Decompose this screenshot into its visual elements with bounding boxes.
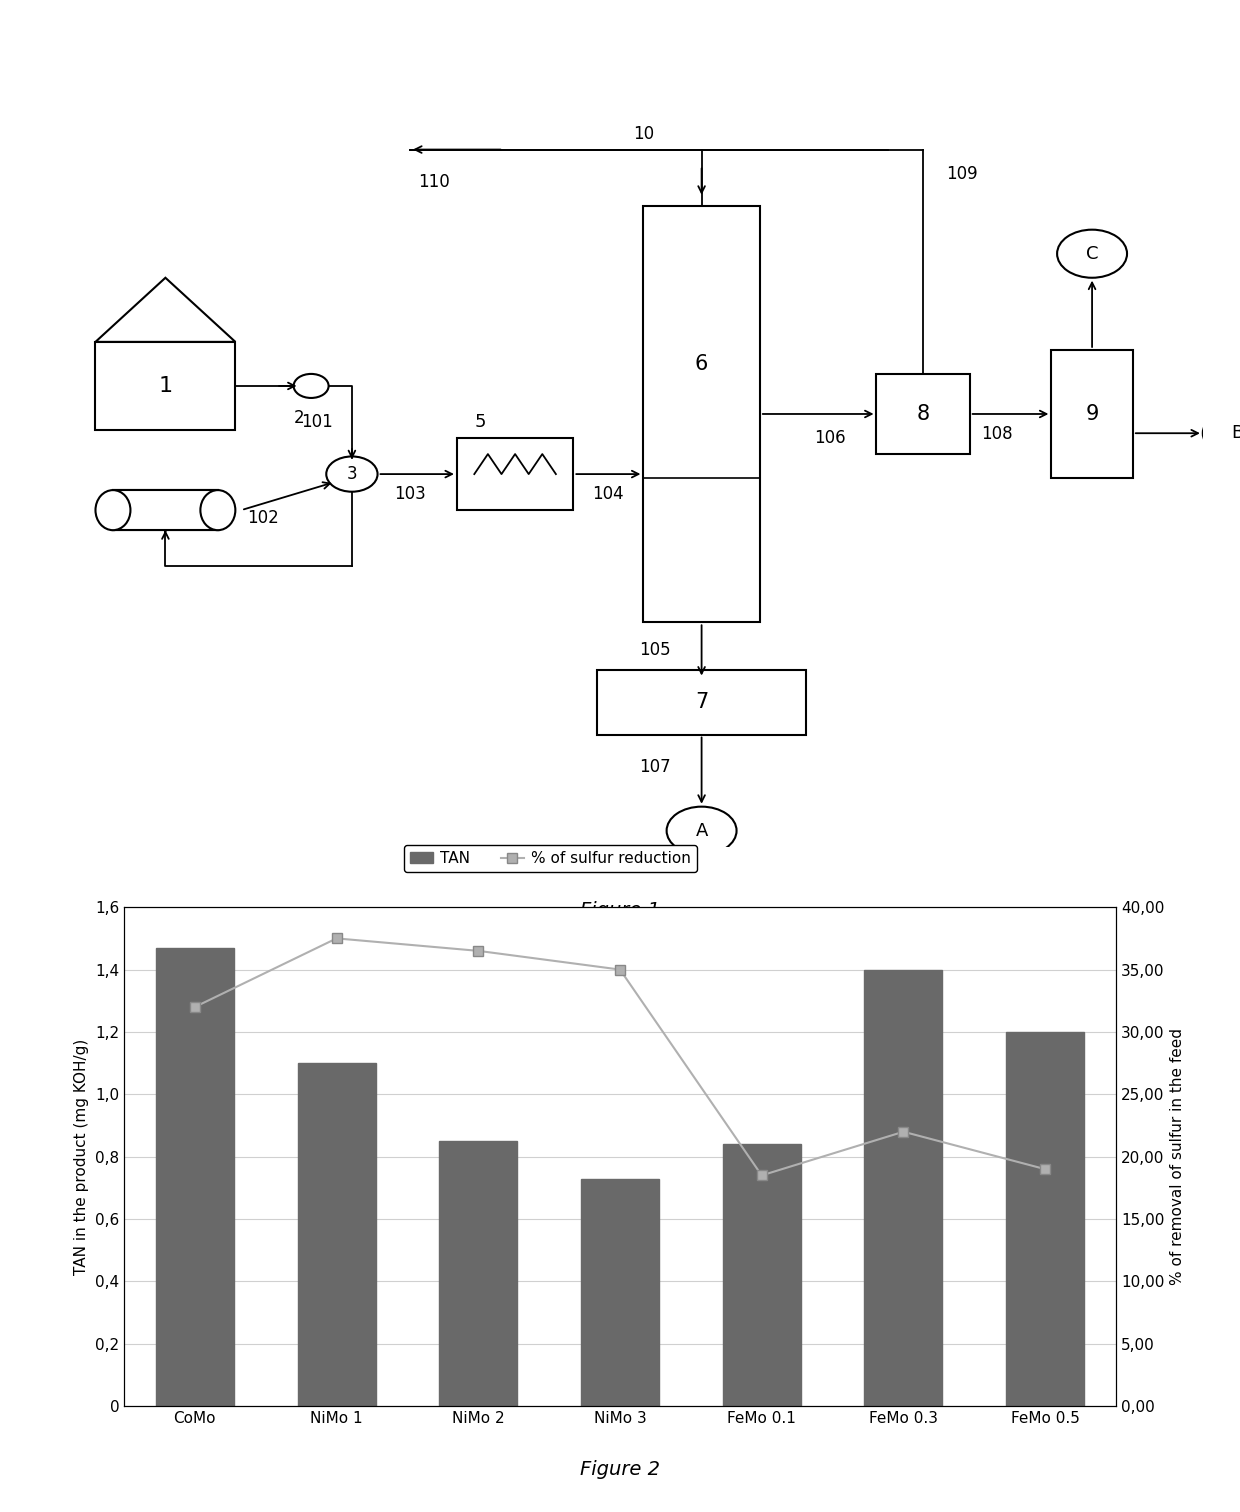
Bar xyxy=(723,1145,801,1406)
Polygon shape xyxy=(95,278,236,342)
Bar xyxy=(113,490,218,531)
Text: 101: 101 xyxy=(301,413,332,431)
Text: Figure 2: Figure 2 xyxy=(580,1461,660,1479)
Text: 104: 104 xyxy=(593,485,624,503)
Legend: TAN, % of sulfur reduction: TAN, % of sulfur reduction xyxy=(404,845,697,872)
Text: 2: 2 xyxy=(294,408,305,426)
Text: C: C xyxy=(1086,245,1099,263)
Bar xyxy=(877,373,970,454)
Text: 10: 10 xyxy=(632,124,653,142)
Text: 5: 5 xyxy=(475,413,486,431)
Text: 1: 1 xyxy=(159,376,172,396)
Text: 3: 3 xyxy=(347,466,357,484)
Y-axis label: % of removal of sulfur in the feed: % of removal of sulfur in the feed xyxy=(1169,1028,1185,1285)
Y-axis label: TAN in the product (mg KOH/g): TAN in the product (mg KOH/g) xyxy=(74,1039,89,1275)
Bar xyxy=(298,1063,376,1406)
Ellipse shape xyxy=(95,490,130,531)
Text: 102: 102 xyxy=(247,510,279,528)
Bar xyxy=(456,438,573,510)
Text: 9: 9 xyxy=(1085,404,1099,423)
Text: B: B xyxy=(1231,425,1240,442)
Text: 108: 108 xyxy=(981,425,1013,443)
Bar xyxy=(95,342,236,429)
Text: 6: 6 xyxy=(694,354,708,373)
Text: 107: 107 xyxy=(639,758,671,776)
Text: 8: 8 xyxy=(916,404,930,423)
Text: 105: 105 xyxy=(639,641,671,659)
Text: 109: 109 xyxy=(946,165,978,183)
Bar xyxy=(1006,1031,1084,1406)
Ellipse shape xyxy=(201,490,236,531)
Text: 106: 106 xyxy=(813,429,846,448)
Bar xyxy=(439,1142,517,1406)
Text: Figure 1: Figure 1 xyxy=(580,901,660,921)
Text: 110: 110 xyxy=(418,172,449,191)
Text: A: A xyxy=(696,821,708,839)
Bar xyxy=(644,206,760,623)
Bar xyxy=(156,948,234,1406)
Bar xyxy=(582,1178,658,1406)
Bar xyxy=(864,969,942,1406)
Text: 103: 103 xyxy=(394,485,427,503)
Bar xyxy=(596,670,806,735)
Bar xyxy=(1052,349,1133,478)
Text: 7: 7 xyxy=(694,692,708,712)
